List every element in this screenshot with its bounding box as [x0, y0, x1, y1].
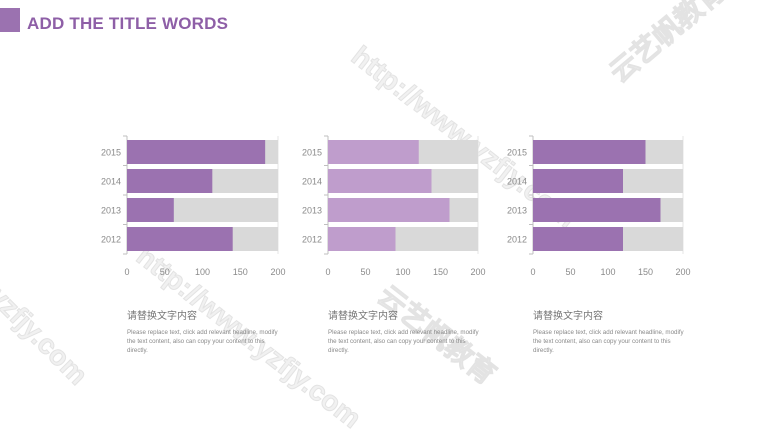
- category-label: 2014: [302, 177, 322, 187]
- x-tick-label: 200: [675, 267, 690, 277]
- x-tick-label: 200: [270, 267, 285, 277]
- value-bar: [127, 198, 174, 222]
- x-tick-label: 200: [470, 267, 485, 277]
- value-bar: [328, 169, 432, 193]
- x-tick-label: 100: [195, 267, 210, 277]
- category-label: 2012: [302, 235, 322, 245]
- x-tick-label: 100: [395, 267, 410, 277]
- x-tick-label: 100: [600, 267, 615, 277]
- category-label: 2015: [302, 148, 322, 158]
- x-tick-label: 0: [124, 267, 129, 277]
- page-title: ADD THE TITLE WORDS: [27, 14, 229, 33]
- category-label: 2014: [507, 177, 527, 187]
- value-bar: [328, 227, 396, 251]
- x-tick-label: 150: [433, 267, 448, 277]
- category-label: 2013: [302, 206, 322, 216]
- caption-body: Please replace text, click add relevant …: [328, 329, 479, 354]
- x-tick-label: 150: [638, 267, 653, 277]
- value-bar: [533, 198, 661, 222]
- x-tick-label: 150: [233, 267, 248, 277]
- value-bar: [127, 140, 266, 164]
- category-label: 2013: [101, 206, 121, 216]
- category-label: 2015: [507, 148, 527, 158]
- value-bar: [127, 169, 213, 193]
- chart-caption: 请替换文字内容 Please replace text, click add re…: [127, 307, 287, 355]
- value-bar: [533, 169, 623, 193]
- caption-heading: 请替换文字内容: [127, 311, 197, 322]
- category-label: 2015: [101, 148, 121, 158]
- x-tick-label: 0: [325, 267, 330, 277]
- category-label: 2013: [507, 206, 527, 216]
- caption-heading: 请替换文字内容: [533, 311, 603, 322]
- x-tick-label: 50: [565, 267, 575, 277]
- caption-body: Please replace text, click add relevant …: [533, 329, 684, 354]
- chart-caption: 请替换文字内容 Please replace text, click add re…: [533, 307, 693, 355]
- value-bar: [127, 227, 233, 251]
- value-bar: [533, 140, 646, 164]
- title-accent-square: [0, 8, 20, 32]
- x-tick-label: 50: [160, 267, 170, 277]
- value-bar: [328, 140, 419, 164]
- x-tick-label: 0: [530, 267, 535, 277]
- caption-heading: 请替换文字内容: [328, 311, 398, 322]
- caption-body: Please replace text, click add relevant …: [127, 329, 278, 354]
- x-tick-label: 50: [360, 267, 370, 277]
- value-bar: [533, 227, 623, 251]
- category-label: 2014: [101, 177, 121, 187]
- category-label: 2012: [507, 235, 527, 245]
- chart-caption: 请替换文字内容 Please replace text, click add re…: [328, 307, 488, 355]
- category-label: 2012: [101, 235, 121, 245]
- value-bar: [328, 198, 450, 222]
